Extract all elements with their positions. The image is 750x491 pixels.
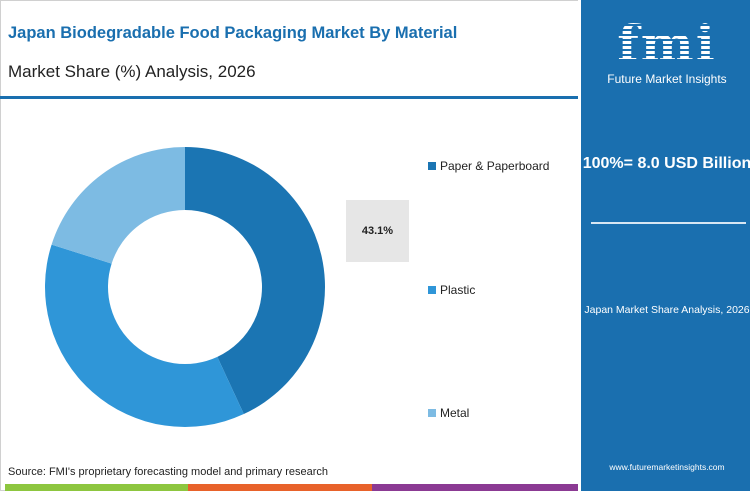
logo-name: Future Market Insights <box>607 72 727 86</box>
footer-bar-purple <box>372 484 578 491</box>
data-label-text: 43.1% <box>361 225 394 237</box>
side-panel: fmi Future Market Insights 100%= 8.0 USD… <box>578 0 750 491</box>
divider <box>0 96 578 99</box>
data-label-paper: 43.1% <box>346 200 409 262</box>
source-note: Source: FMI's proprietary forecasting mo… <box>8 466 329 478</box>
chart-subtitle: Market Share (%) Analysis, 2026 <box>8 62 256 81</box>
logo-mark: fmi <box>581 16 750 72</box>
legend-item-paper: Paper & Paperboard <box>428 159 549 173</box>
footer-bar-green <box>5 484 188 491</box>
chart-title: Japan Biodegradable Food Packaging Marke… <box>8 24 458 42</box>
donut-slice-paper-paperboard <box>185 147 326 415</box>
legend-label: Paper & Paperboard <box>440 159 550 173</box>
legend-swatch <box>428 286 436 294</box>
legend-item-plastic: Plastic <box>428 283 475 297</box>
legend-label: Plastic <box>440 283 476 297</box>
donut-chart <box>44 147 326 428</box>
side-divider <box>591 222 746 224</box>
legend-swatch <box>428 162 436 170</box>
donut-slice-metal <box>51 147 186 264</box>
side-caption: Japan Market Share Analysis, 2026 <box>584 304 750 316</box>
legend-label: Metal <box>440 406 470 420</box>
website-link[interactable]: www.futuremarketinsights.com <box>609 462 725 472</box>
donut-slice-plastic <box>44 244 244 428</box>
market-total: 100%= 8.0 USD Billion <box>582 155 750 172</box>
footer-bar-orange <box>188 484 372 491</box>
legend-swatch <box>428 409 436 417</box>
fmi-logo: fmi Future Market Insights <box>581 6 750 87</box>
legend-item-metal: Metal <box>428 406 469 420</box>
